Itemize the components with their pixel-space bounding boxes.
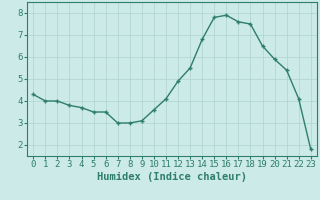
X-axis label: Humidex (Indice chaleur): Humidex (Indice chaleur): [97, 172, 247, 182]
